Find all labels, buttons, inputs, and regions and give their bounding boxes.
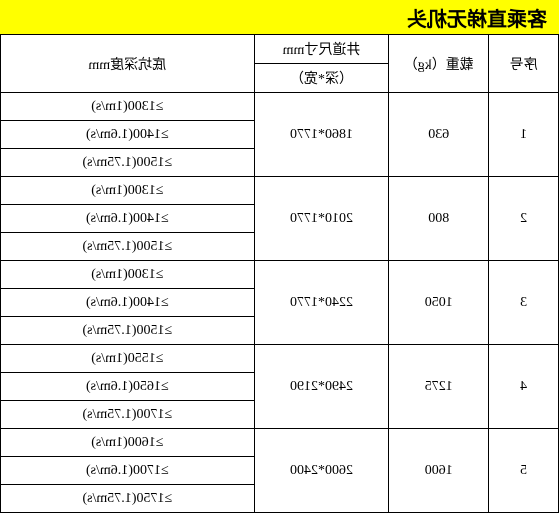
pit-cell: ≥1500(1.75m/s) [1, 233, 255, 261]
header-dim-main: 井道尺寸mm [254, 35, 389, 64]
seq-cell: 4 [489, 345, 559, 429]
pit-cell: ≥1600(1m/s) [1, 429, 255, 457]
header-row: 序号 载重（kg） 井道尺寸mm 底坑深度mm [1, 35, 559, 64]
seq-cell: 2 [489, 177, 559, 261]
load-cell: 800 [389, 177, 489, 261]
pit-cell: ≥1700(1.75m/s) [1, 401, 255, 429]
seq-cell: 1 [489, 93, 559, 177]
table-row: 3 1050 2240*1770 ≥1300(1m/s) [1, 261, 559, 289]
pit-cell: ≥1500(1.75m/s) [1, 149, 255, 177]
header-dim-sub: （深*宽） [254, 64, 389, 93]
dim-cell: 1860*1770 [254, 93, 389, 177]
pit-cell: ≥1300(1m/s) [1, 177, 255, 205]
title-bar: 客乘直梯无机头 [0, 0, 559, 34]
header-load: 载重（kg） [389, 35, 489, 93]
load-cell: 1050 [389, 261, 489, 345]
table-row: 2 800 2010*1770 ≥1300(1m/s) [1, 177, 559, 205]
pit-cell: ≥1750(1.75m/s) [1, 485, 255, 513]
pit-cell: ≥1650(1.6m/s) [1, 373, 255, 401]
table-row: 1 630 1860*1770 ≥1300(1m/s) [1, 93, 559, 121]
header-seq: 序号 [489, 35, 559, 93]
table-row: 4 1275 2490*2190 ≥1550(1m/s) [1, 345, 559, 373]
pit-cell: ≥1550(1m/s) [1, 345, 255, 373]
load-cell: 1275 [389, 345, 489, 429]
elevator-spec-table: 序号 载重（kg） 井道尺寸mm 底坑深度mm （深*宽） 1 630 1860… [0, 34, 559, 513]
pit-cell: ≥1400(1.6m/s) [1, 205, 255, 233]
pit-cell: ≥1700(1.6m/s) [1, 457, 255, 485]
seq-cell: 3 [489, 261, 559, 345]
pit-cell: ≥1300(1m/s) [1, 93, 255, 121]
header-pit: 底坑深度mm [1, 35, 255, 93]
load-cell: 630 [389, 93, 489, 177]
pit-cell: ≥1400(1.6m/s) [1, 121, 255, 149]
table-row: 5 1600 2600*2400 ≥1600(1m/s) [1, 429, 559, 457]
pit-cell: ≥1500(1.75m/s) [1, 317, 255, 345]
dim-cell: 2490*2190 [254, 345, 389, 429]
pit-cell: ≥1400(1.6m/s) [1, 289, 255, 317]
dim-cell: 2010*1770 [254, 177, 389, 261]
pit-cell: ≥1300(1m/s) [1, 261, 255, 289]
dim-cell: 2240*1770 [254, 261, 389, 345]
title-text: 客乘直梯无机头 [407, 3, 547, 32]
